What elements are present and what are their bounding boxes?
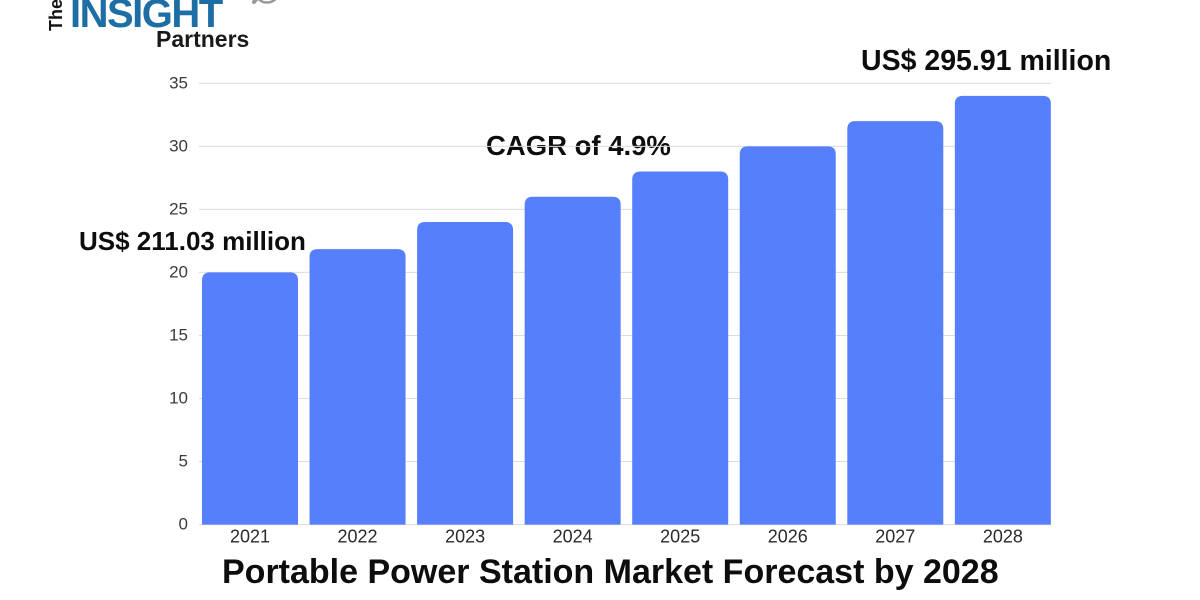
svg-text:2027: 2027	[875, 527, 915, 547]
svg-text:5: 5	[179, 452, 188, 471]
svg-text:2024: 2024	[553, 527, 593, 547]
svg-text:2025: 2025	[660, 527, 700, 547]
svg-text:2021: 2021	[230, 527, 270, 547]
svg-text:2022: 2022	[338, 527, 378, 547]
svg-text:2028: 2028	[983, 527, 1023, 547]
svg-text:30: 30	[169, 136, 188, 155]
svg-text:20: 20	[169, 262, 188, 281]
svg-text:15: 15	[169, 325, 188, 344]
svg-text:0: 0	[179, 515, 188, 534]
svg-text:2026: 2026	[768, 527, 808, 547]
svg-text:10: 10	[169, 389, 188, 408]
svg-text:25: 25	[169, 199, 188, 218]
svg-text:2023: 2023	[445, 527, 485, 547]
svg-text:35: 35	[169, 73, 188, 92]
